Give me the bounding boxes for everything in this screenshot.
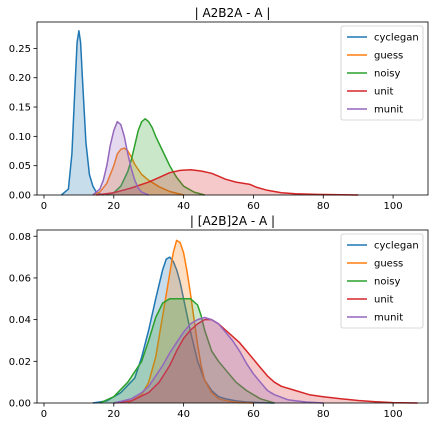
x-tick-label: 100 <box>384 409 403 420</box>
legend-label: unit <box>374 295 393 306</box>
chart-title: | [A2B]2A - A | <box>190 214 275 228</box>
y-tick-label: 0.02 <box>9 357 31 368</box>
series-area-cyclegan <box>92 257 275 403</box>
series-area-unit <box>96 169 359 195</box>
legend-label: noisy <box>374 69 400 80</box>
y-tick-label: 0.20 <box>9 73 31 84</box>
y-tick-label: 0.08 <box>9 232 31 243</box>
legend-label: noisy <box>374 277 400 288</box>
x-tick-label: 20 <box>107 201 120 212</box>
x-tick-label: 60 <box>247 409 260 420</box>
y-tick-label: 0.00 <box>9 191 31 202</box>
series-area-munit <box>92 121 149 195</box>
series-line-munit <box>113 316 324 404</box>
series-area-unit <box>113 319 418 403</box>
legend-label: munit <box>374 105 403 116</box>
legend-label: unit <box>374 87 393 98</box>
series-line-noisy <box>106 118 205 196</box>
series-line-noisy <box>99 298 275 404</box>
axes-frame <box>36 229 429 404</box>
x-tick-label: 60 <box>247 201 260 212</box>
y-tick-label: 0.25 <box>9 44 31 55</box>
x-tick-label: 20 <box>107 409 120 420</box>
legend-box <box>340 25 424 121</box>
y-tick-label: 0.15 <box>9 103 31 114</box>
axes-frame <box>36 21 429 196</box>
x-tick-label: 40 <box>177 409 190 420</box>
chart-1: 0 20 40 60 80 100 0.00 0.05 0.10 0.15 0.20 0.25 | A2… <box>9 6 429 212</box>
series-line-cyclegan <box>92 256 275 404</box>
legend-label: guess <box>374 259 403 270</box>
legend-label: munit <box>374 313 403 324</box>
series-line-cyclegan <box>60 30 104 196</box>
x-tick-label: 0 <box>41 409 47 420</box>
y-tick-label: 0.05 <box>9 161 31 172</box>
chart-title: | A2B2A - A | <box>195 6 271 20</box>
legend: cyclegan guess noisy unit munit <box>340 233 424 329</box>
x-tick-label: 80 <box>317 201 330 212</box>
y-tick-label: 0.10 <box>9 132 31 143</box>
series-area-noisy <box>106 118 205 195</box>
legend: cyclegan guess noisy unit munit <box>340 25 424 121</box>
x-tick-label: 100 <box>384 201 403 212</box>
x-tick-label: 80 <box>317 409 330 420</box>
x-tick-label: 0 <box>41 201 47 212</box>
chart-2: 0 20 40 60 80 100 0.00 0.02 0.04 0.06 0.08 | [A2B]2… <box>9 214 429 420</box>
y-tick-label: 0.06 <box>9 273 31 284</box>
legend-label: guess <box>374 51 403 62</box>
x-tick-label: 40 <box>177 201 190 212</box>
y-tick-label: 0.00 <box>9 399 31 410</box>
series-area-munit <box>113 317 324 403</box>
y-tick-label: 0.04 <box>9 315 31 326</box>
legend-label: cyclegan <box>374 33 419 44</box>
legend-box <box>340 233 424 329</box>
series-line-unit <box>113 318 418 404</box>
series-line-guess <box>127 239 254 404</box>
series-line-munit <box>92 120 149 196</box>
series-area-cyclegan <box>61 30 104 195</box>
series-area-guess <box>127 240 254 403</box>
series-line-unit <box>96 169 359 196</box>
legend-label: cyclegan <box>374 241 419 252</box>
